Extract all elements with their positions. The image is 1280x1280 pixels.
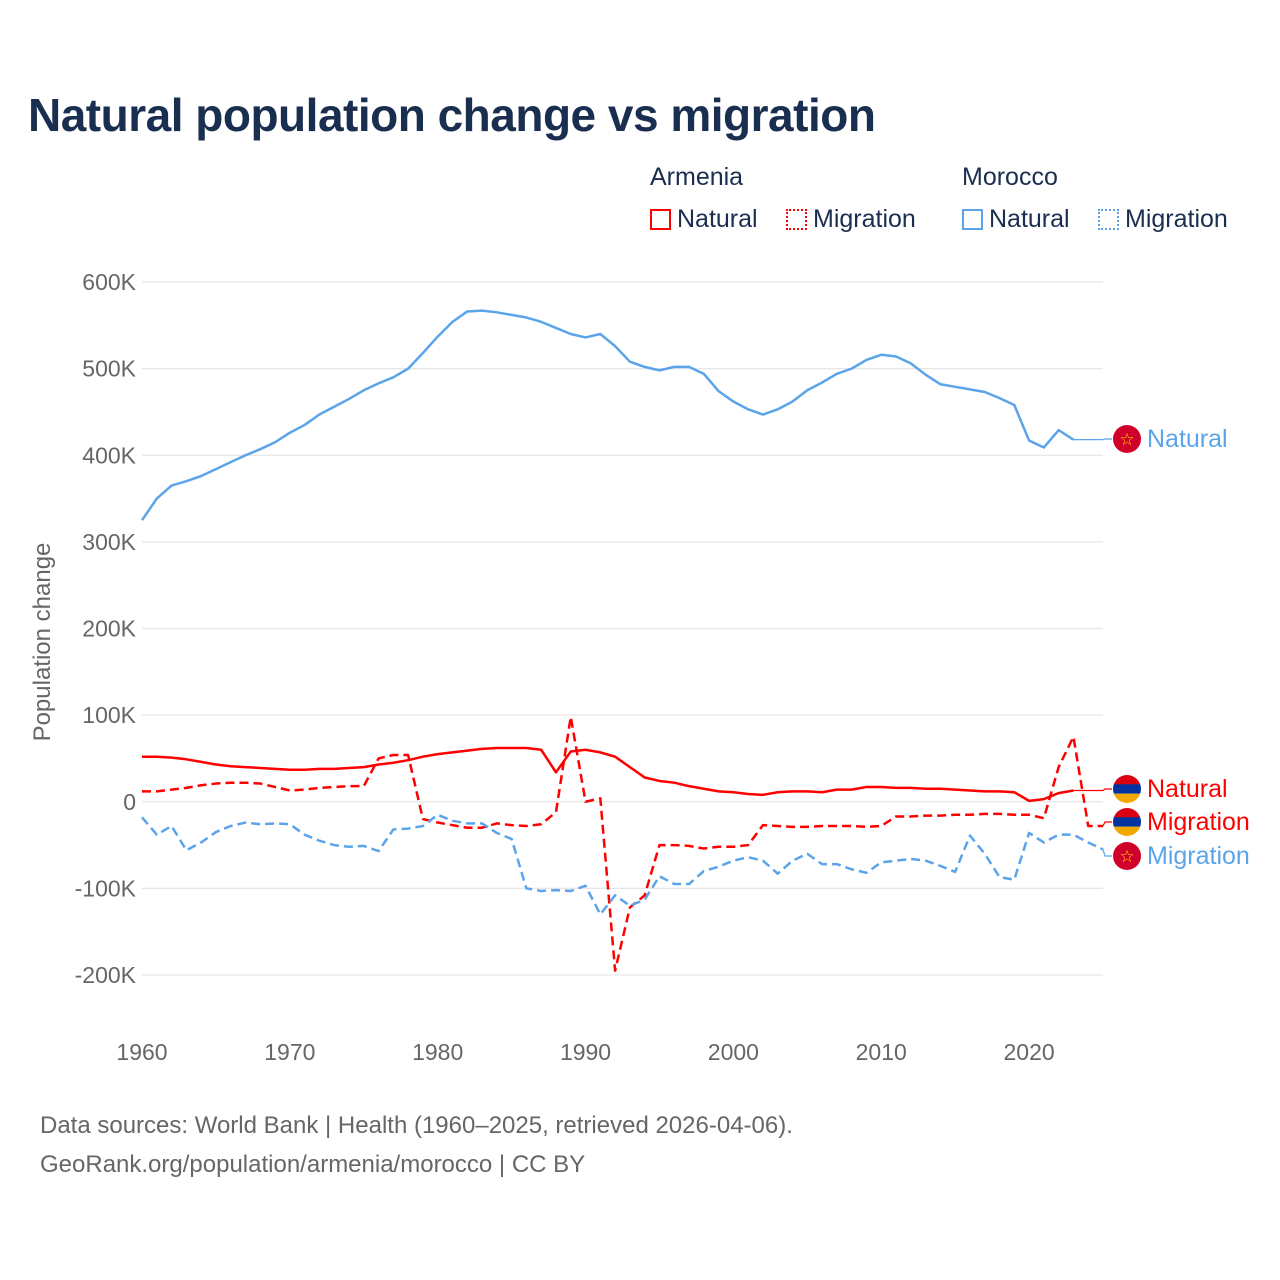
legend-swatch-dotted-icon xyxy=(786,209,807,230)
legend-group-morocco: Morocco xyxy=(962,163,1058,191)
x-tick-label: 1980 xyxy=(412,1039,463,1065)
armenia-flag-icon xyxy=(1113,775,1141,803)
flag-stripe-blue xyxy=(1113,817,1141,827)
legend-swatch-solid-icon xyxy=(962,209,983,230)
series-line-morocco-migration xyxy=(141,813,1104,916)
morocco-flag-icon: ☆ xyxy=(1113,425,1141,453)
x-tick-label: 2000 xyxy=(708,1039,759,1065)
label-leader-line xyxy=(1102,821,1112,827)
flag-star-icon: ☆ xyxy=(1119,430,1134,449)
legend-morocco-migration[interactable]: Migration xyxy=(1098,205,1228,234)
y-tick-label: 100K xyxy=(82,702,136,728)
y-tick-label: 0 xyxy=(123,789,136,815)
legend-swatch-dotted-icon xyxy=(1098,209,1119,230)
flag-star-icon: ☆ xyxy=(1119,847,1134,866)
series-line-morocco-natural xyxy=(140,309,1075,521)
flag-stripe-red xyxy=(1113,775,1141,785)
legend-label: Natural xyxy=(989,205,1070,233)
legend-label: Migration xyxy=(813,205,916,233)
y-tick-label: 600K xyxy=(82,269,136,295)
label-leader-line xyxy=(1102,849,1112,857)
legend-morocco-natural[interactable]: Natural xyxy=(962,205,1070,234)
x-tick-label: 1960 xyxy=(116,1039,167,1065)
x-tick-label: 1990 xyxy=(560,1039,611,1065)
flag-stripe-red xyxy=(1113,808,1141,818)
series-end-label: Migration xyxy=(1147,842,1250,870)
series-end-label: Migration xyxy=(1147,808,1250,836)
x-tick-label: 2020 xyxy=(1003,1039,1054,1065)
y-tick-label: -200K xyxy=(75,962,137,988)
legend-label: Natural xyxy=(677,205,758,233)
y-tick-label: 500K xyxy=(82,356,136,382)
legend-swatch-solid-icon xyxy=(650,209,671,230)
label-leader-line xyxy=(1073,788,1112,792)
y-tick-label: 200K xyxy=(82,616,136,642)
footer-attribution[interactable]: GeoRank.org/population/armenia/morocco |… xyxy=(40,1151,586,1178)
flag-stripe-blue xyxy=(1113,784,1141,794)
series-line-armenia-migration xyxy=(142,715,1103,972)
flag-field xyxy=(1113,842,1141,870)
series-line-armenia-natural xyxy=(142,746,1074,803)
x-tick-label: 1970 xyxy=(264,1039,315,1065)
y-axis-label: Population change xyxy=(29,543,56,742)
flag-stripe-orange xyxy=(1113,826,1141,836)
flag-stripe-orange xyxy=(1113,793,1141,803)
legend-group-armenia: Armenia xyxy=(650,163,744,191)
footer: Data sources: World Bank | Health (1960–… xyxy=(40,1106,793,1184)
series-end-label: Natural xyxy=(1147,425,1228,453)
legend-label: Migration xyxy=(1125,205,1228,233)
y-tick-label: 300K xyxy=(82,529,136,555)
legend-armenia-migration[interactable]: Migration xyxy=(786,205,916,234)
morocco-flag-icon: ☆ xyxy=(1113,842,1141,870)
chart-title: Natural population change vs migration xyxy=(28,89,876,141)
flag-field xyxy=(1113,425,1141,453)
y-tick-label: 400K xyxy=(82,442,136,468)
y-tick-label: -100K xyxy=(75,875,137,901)
legend-armenia-natural[interactable]: Natural xyxy=(650,205,758,234)
footer-sources: Data sources: World Bank | Health (1960–… xyxy=(40,1112,793,1139)
armenia-flag-icon xyxy=(1113,808,1141,836)
label-leader-line xyxy=(1073,438,1112,441)
series-end-label: Natural xyxy=(1147,775,1228,803)
x-tick-label: 2010 xyxy=(856,1039,907,1065)
